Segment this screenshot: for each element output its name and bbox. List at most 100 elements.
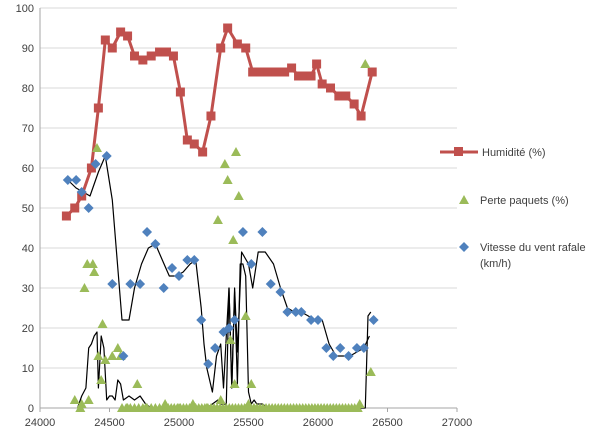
packet-loss-point xyxy=(83,395,94,404)
x-tick-label: 25500 xyxy=(233,417,264,429)
packet-loss-point xyxy=(215,395,226,404)
humidity-point xyxy=(189,139,199,149)
gust-point xyxy=(210,343,221,353)
packet-loss-point xyxy=(76,399,87,408)
packet-loss-point xyxy=(112,343,123,352)
gust-point xyxy=(282,307,293,317)
packet-loss-point xyxy=(89,267,100,276)
humidity-point xyxy=(223,23,233,33)
legend-packet-loss-marker xyxy=(459,195,469,204)
y-tick-label: 0 xyxy=(28,403,34,415)
gust-point xyxy=(246,259,257,269)
legend-humidity-label: Humidité (%) xyxy=(482,147,546,159)
packet-loss-point xyxy=(79,283,90,292)
gust-point xyxy=(142,227,153,237)
humidity-point xyxy=(93,103,103,113)
humidity-point xyxy=(341,91,351,101)
packet-loss-point xyxy=(132,379,143,388)
humidity-point xyxy=(206,111,216,121)
gust-point xyxy=(229,315,240,325)
y-tick-label: 10 xyxy=(22,363,34,375)
x-tick-label: 24000 xyxy=(25,417,56,429)
humidity-point xyxy=(312,59,322,69)
humidity-point xyxy=(334,91,344,101)
legend-gust-label-line2: (km/h) xyxy=(480,258,511,270)
y-tick-label: 70 xyxy=(22,123,34,135)
gust-point xyxy=(313,315,323,325)
gust-point xyxy=(150,239,161,249)
gust-point xyxy=(265,279,276,289)
gust-point xyxy=(158,283,169,293)
gust-point xyxy=(343,351,354,361)
humidity-point xyxy=(100,35,110,45)
gust-point xyxy=(358,343,369,353)
x-tick-label: 25000 xyxy=(164,417,195,429)
legend: Humidité (%) Perte paquets (%) Vitesse d… xyxy=(440,147,586,270)
humidity-point xyxy=(326,83,336,93)
gust-point xyxy=(224,323,235,333)
y-tick-label: 20 xyxy=(22,323,34,335)
gust-point xyxy=(290,307,301,317)
gust-point xyxy=(321,343,332,353)
packet-loss-point xyxy=(360,59,371,68)
humidity-point xyxy=(155,47,165,57)
humidity-point xyxy=(317,79,327,89)
legend-gust-label-line1: Vitesse du vent rafale xyxy=(480,242,586,254)
gust-point xyxy=(328,351,339,361)
gust-point xyxy=(125,279,136,289)
humidity-point xyxy=(232,39,242,49)
packet-loss-point xyxy=(222,175,233,184)
legend-item-humidity: Humidité (%) xyxy=(440,147,546,159)
packet-loss-point xyxy=(229,379,240,388)
humidity-point xyxy=(130,51,140,61)
gust-point xyxy=(335,343,346,353)
gust-point xyxy=(118,351,129,361)
packet-loss-point xyxy=(96,375,107,384)
humidity-point xyxy=(271,67,281,77)
humidity-point xyxy=(86,163,96,173)
packet-loss-point xyxy=(100,355,111,364)
packet-loss-point xyxy=(246,379,257,388)
gust-point xyxy=(275,287,286,297)
y-tick-label: 40 xyxy=(22,243,34,255)
humidity-point xyxy=(299,71,309,81)
y-tick-label: 100 xyxy=(16,3,34,15)
packet-loss-point xyxy=(233,191,244,200)
packet-loss-point xyxy=(107,351,118,360)
packet-loss-point xyxy=(97,319,108,328)
packet-loss-point xyxy=(69,395,80,404)
legend-humidity-marker xyxy=(454,147,463,156)
packet-loss-point xyxy=(352,403,363,412)
gust-point xyxy=(182,255,193,265)
x-tick-label: 27000 xyxy=(442,417,473,429)
packet-loss-point xyxy=(87,259,98,268)
y-tick-label: 60 xyxy=(22,163,34,175)
humidity-point xyxy=(263,67,273,77)
x-tick-label: 26000 xyxy=(303,417,334,429)
gust-point xyxy=(368,315,379,325)
gust-point xyxy=(101,151,112,161)
y-tick-label: 30 xyxy=(22,283,34,295)
humidity-point xyxy=(287,63,297,73)
humidity-point xyxy=(294,71,304,81)
x-tick-label: 26500 xyxy=(372,417,403,429)
gust-point xyxy=(62,175,73,185)
packet-loss-point xyxy=(225,335,236,344)
humidity-point xyxy=(198,147,208,157)
packet-loss-point xyxy=(365,367,376,376)
legend-item-packet-loss: Perte paquets (%) xyxy=(459,195,569,207)
humidity-point xyxy=(123,31,133,41)
series-marks xyxy=(61,23,379,412)
packet-loss-point xyxy=(228,235,239,244)
humidity-point xyxy=(161,47,171,57)
gust-point xyxy=(237,227,248,237)
humidity-point xyxy=(146,51,156,61)
y-tick-label: 50 xyxy=(22,203,34,215)
packet-loss-point xyxy=(154,403,165,412)
gust-point xyxy=(167,263,178,273)
humidity-point xyxy=(306,71,316,81)
legend-item-gust: Vitesse du vent rafale (km/h) xyxy=(459,242,586,270)
humidity-point xyxy=(241,43,251,53)
humidity-point xyxy=(182,135,192,145)
gust-point xyxy=(90,159,101,169)
